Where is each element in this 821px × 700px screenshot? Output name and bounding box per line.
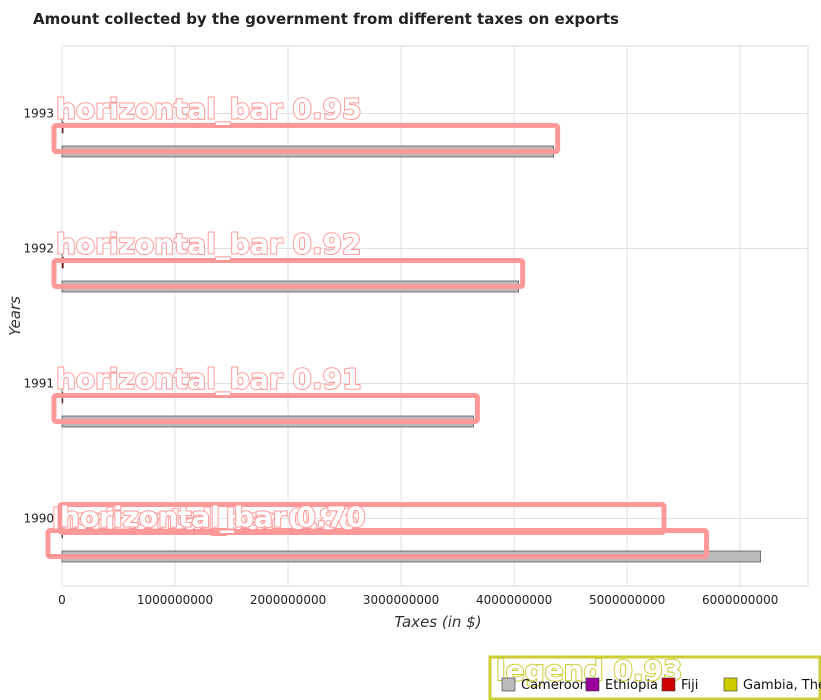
y-tick-label: 1993 xyxy=(23,107,54,121)
x-tick-label: 3000000000 xyxy=(363,593,439,607)
overlay-label: horizontal_bar 0.92 xyxy=(56,228,362,261)
x-axis-label: Taxes (in $) xyxy=(394,613,481,631)
legend-swatch-fiji xyxy=(661,677,676,692)
overlay-box xyxy=(51,123,561,154)
overlay-box xyxy=(57,502,667,535)
legend-box xyxy=(488,655,821,700)
overlay-label: horizontal_bar 0.95 xyxy=(56,93,362,126)
grid-layer xyxy=(61,45,809,587)
x-tick-label: 1000000000 xyxy=(137,593,213,607)
overlay-label: horizontal_bar 0.91 xyxy=(56,363,362,396)
legend-swatch-ethiopia xyxy=(585,677,600,692)
legend-swatch-cameroon xyxy=(501,677,516,692)
y-tick-label: 1992 xyxy=(23,242,54,256)
overlay-box xyxy=(51,393,480,424)
x-tick-label: 6000000000 xyxy=(702,593,778,607)
x-tick-label: 0 xyxy=(58,593,66,607)
x-tick-label: 2000000000 xyxy=(250,593,326,607)
y-tick-labels: 1990 1991 1992 1993 xyxy=(23,107,54,526)
x-tick-label: 4000000000 xyxy=(476,593,552,607)
legend-label-cameroon: Cameroon xyxy=(521,678,588,693)
y-tick-label: 1990 xyxy=(23,512,54,526)
legend-label-ethiopia: Ethiopia xyxy=(605,678,658,693)
x-tick-labels: 0 1000000000 2000000000 3000000000 400000000… xyxy=(58,593,778,607)
y-axis-label: Years xyxy=(6,296,24,336)
overlay-box xyxy=(51,258,526,289)
legend-label-fiji: Fiji xyxy=(681,678,698,693)
bars-layer xyxy=(61,109,761,563)
overlay-label: horizontal_bar 0.70 xyxy=(60,501,366,534)
y-tick-label: 1991 xyxy=(23,377,54,391)
legend-swatch-gambia-the xyxy=(723,677,738,692)
x-tick-label: 5000000000 xyxy=(589,593,665,607)
legend-label-gambia-the: Gambia, The xyxy=(743,678,821,693)
chart-title: Amount collected by the government from … xyxy=(33,10,619,28)
